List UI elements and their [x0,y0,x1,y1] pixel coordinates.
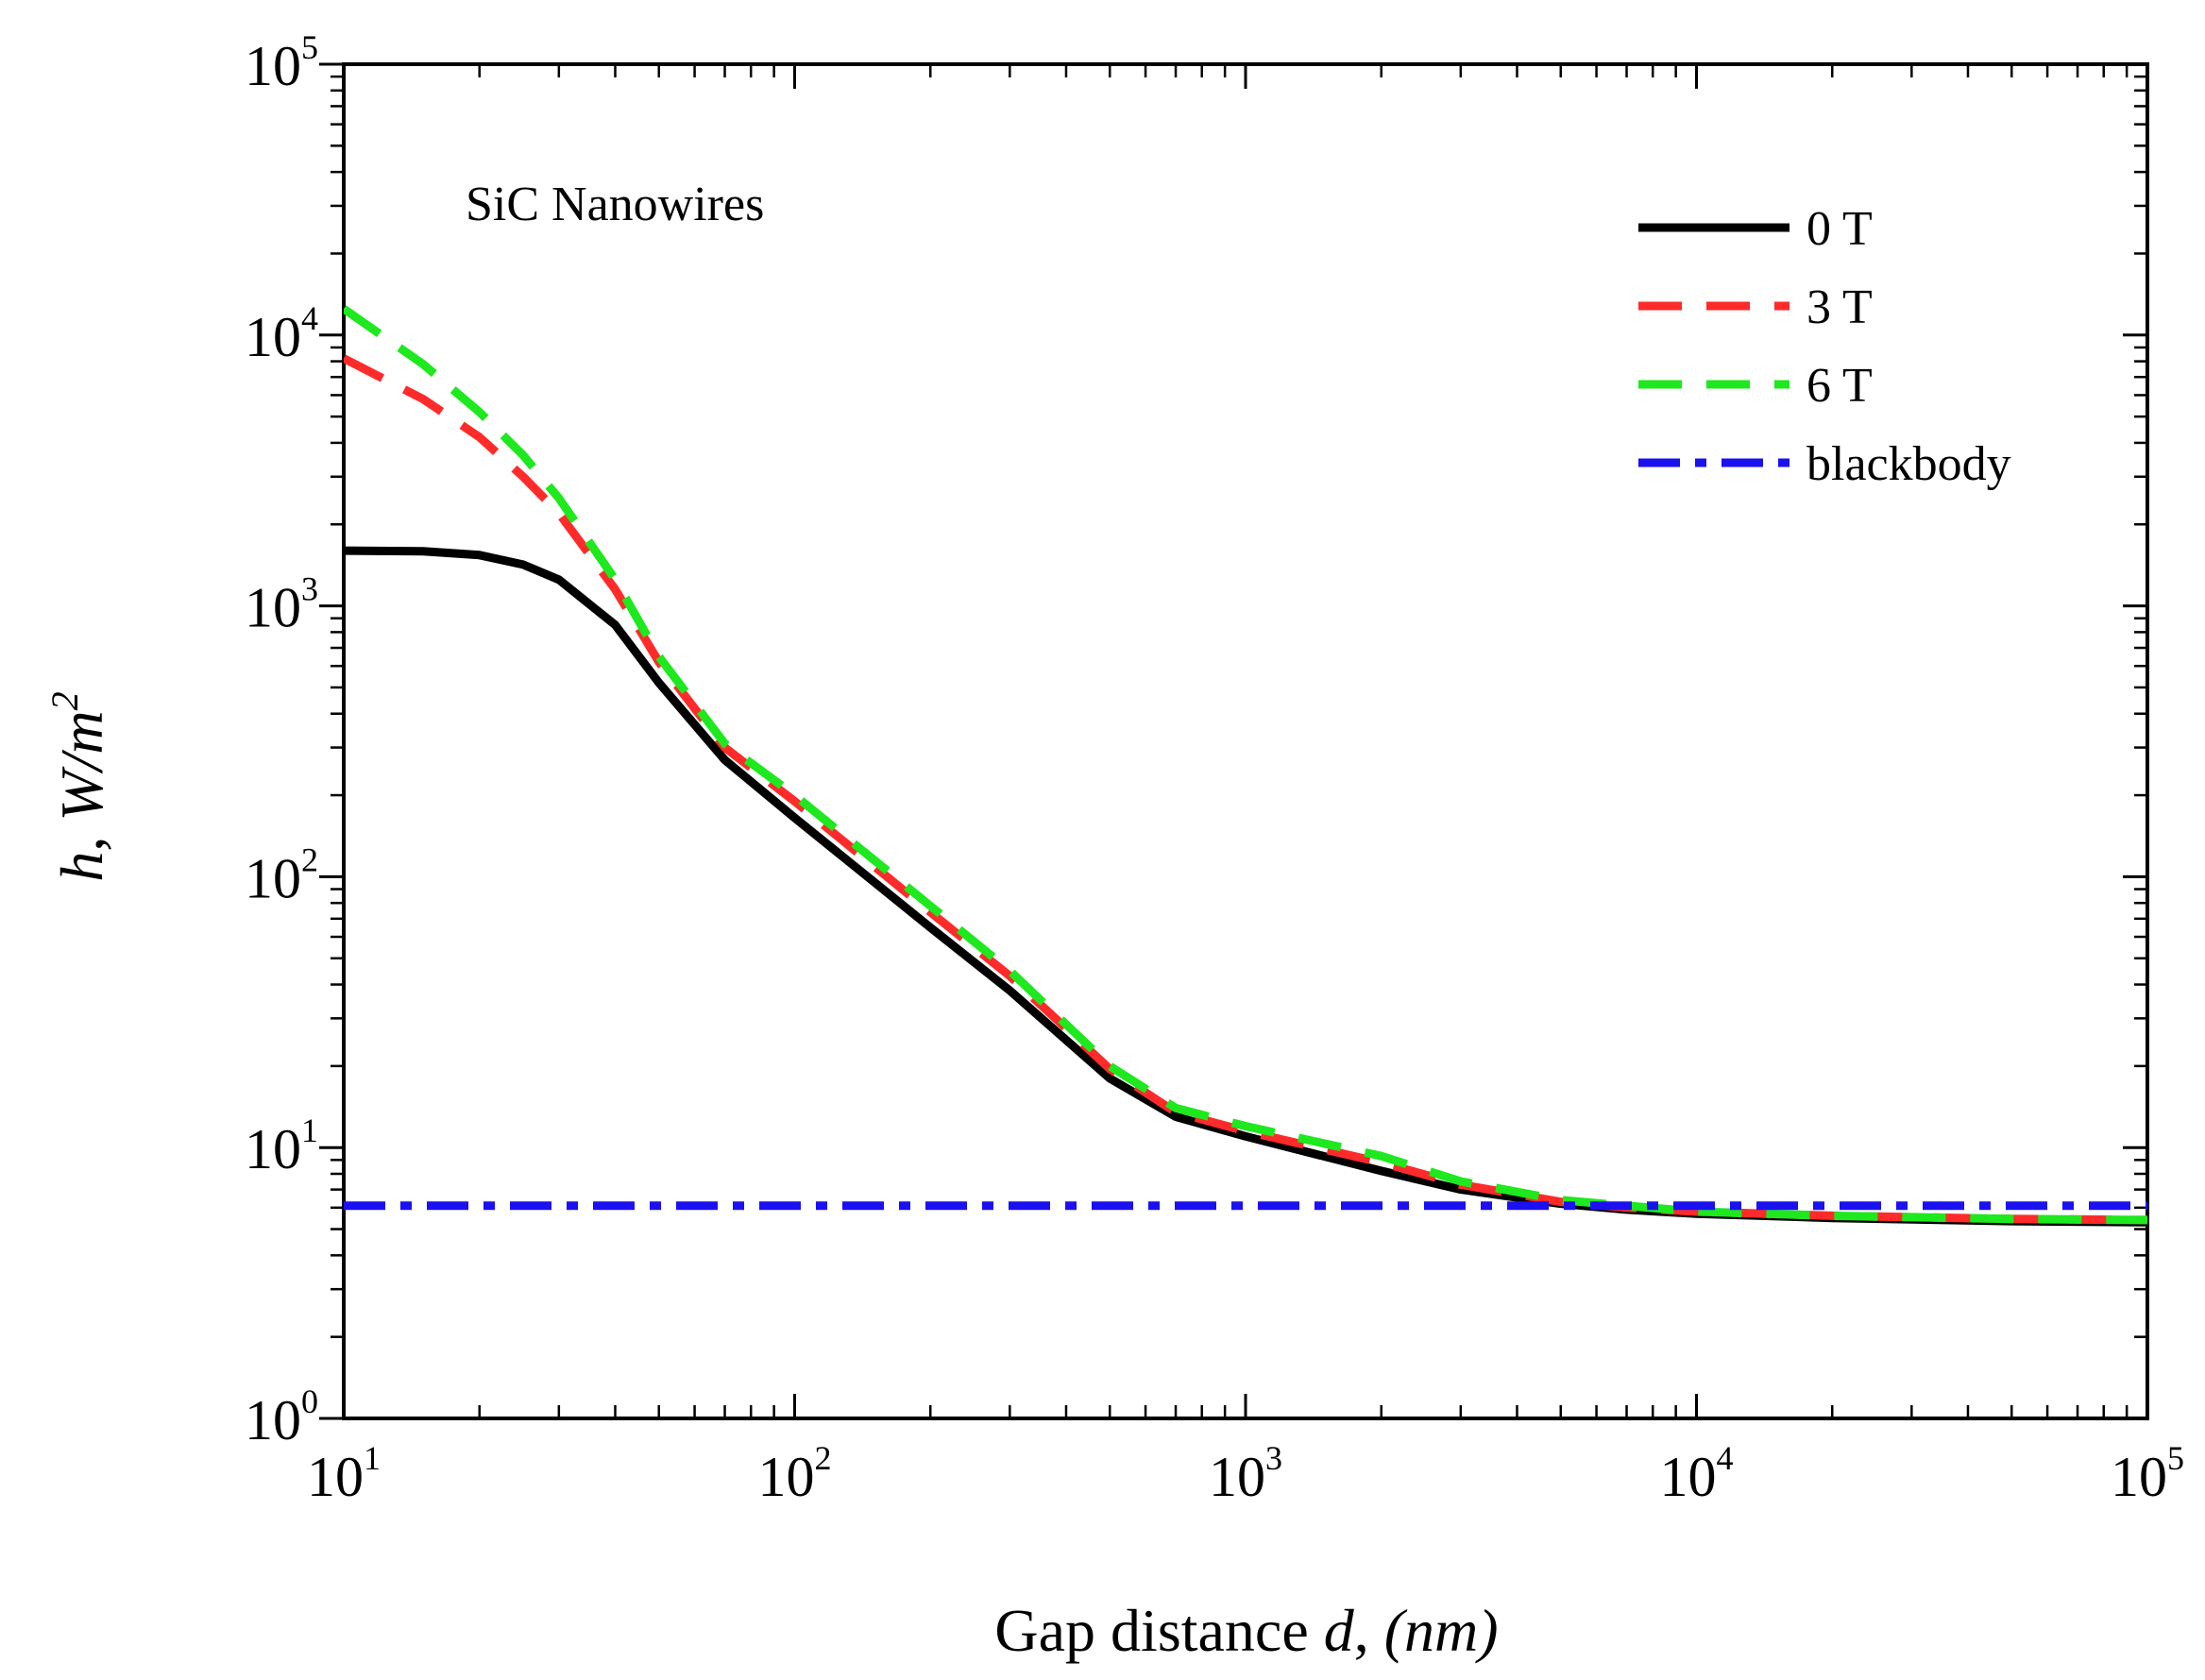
x-tick-label-base: 10 [1660,1446,1717,1508]
legend-label: blackbody [1806,437,2011,491]
x-axis-label-separator: , [1354,1597,1384,1664]
y-tick-label-exponent: 3 [301,570,318,608]
x-tick-label-base: 10 [2111,1446,2167,1508]
x-tick-label: 104 [1660,1439,1734,1508]
chart-annotation: SiC Nanowires [466,178,764,231]
x-tick-label: 101 [307,1439,381,1508]
y-tick-label: 105 [245,28,318,97]
x-tick-label-exponent: 4 [1717,1439,1734,1477]
y-axis-label: h, W/m2 [43,691,115,881]
y-tick-label-exponent: 0 [301,1383,318,1420]
x-axis-label-unit: (nm) [1384,1597,1499,1664]
series-line-0-t [344,546,2147,1227]
x-tick-label: 105 [2111,1439,2184,1508]
x-tick-label: 102 [758,1439,832,1508]
legend-label: 6 T [1806,359,1873,413]
y-tick-label-exponent: 1 [301,1112,318,1149]
y-tick-label: 102 [245,840,318,909]
y-axis-label-separator: , [48,822,115,852]
legend: 0 T 3 T 6 T blackbody [1638,202,2011,491]
y-axis-label-exponent: 2 [43,691,86,710]
y-tick-label-base: 10 [245,1118,301,1180]
y-tick-label: 104 [245,299,318,368]
y-tick-label: 103 [245,570,318,639]
x-tick-labels: 101 102 103 104 105 [307,1439,2184,1508]
y-tick-label: 100 [245,1383,318,1451]
series-line-6-t [344,305,2147,1225]
x-tick-label-base: 10 [1209,1446,1265,1508]
y-tick-label-base: 10 [245,35,301,97]
major-ticks [319,62,2149,1420]
minor-ticks [331,64,2147,1418]
y-tick-label-exponent: 5 [301,28,318,66]
x-tick-label-exponent: 2 [815,1439,832,1477]
x-axis-label: Gap distance d, (nm) [994,1597,1498,1664]
y-tick-label-base: 10 [245,577,301,639]
y-tick-label-exponent: 4 [301,299,318,337]
y-tick-label: 101 [245,1112,318,1180]
y-axis-label-variable: h [48,852,115,882]
x-axis-label-prefix: Gap distance [994,1597,1323,1664]
y-tick-label-base: 10 [245,306,301,368]
x-tick-label-exponent: 3 [1265,1439,1282,1477]
legend-label: 3 T [1806,280,1873,334]
x-tick-label-base: 10 [307,1446,364,1508]
x-tick-label-exponent: 5 [2167,1439,2184,1477]
x-tick-label-exponent: 1 [364,1439,381,1477]
x-tick-label-base: 10 [758,1446,815,1508]
y-tick-label-base: 10 [245,847,301,909]
y-tick-label-base: 10 [245,1389,301,1451]
y-axis-label-unit: W/m [48,710,115,821]
x-tick-label: 103 [1209,1439,1282,1508]
y-tick-label-exponent: 2 [301,840,318,878]
series-layer [344,305,2147,1227]
legend-label: 0 T [1806,202,1873,256]
x-axis-label-variable: d [1324,1597,1355,1664]
